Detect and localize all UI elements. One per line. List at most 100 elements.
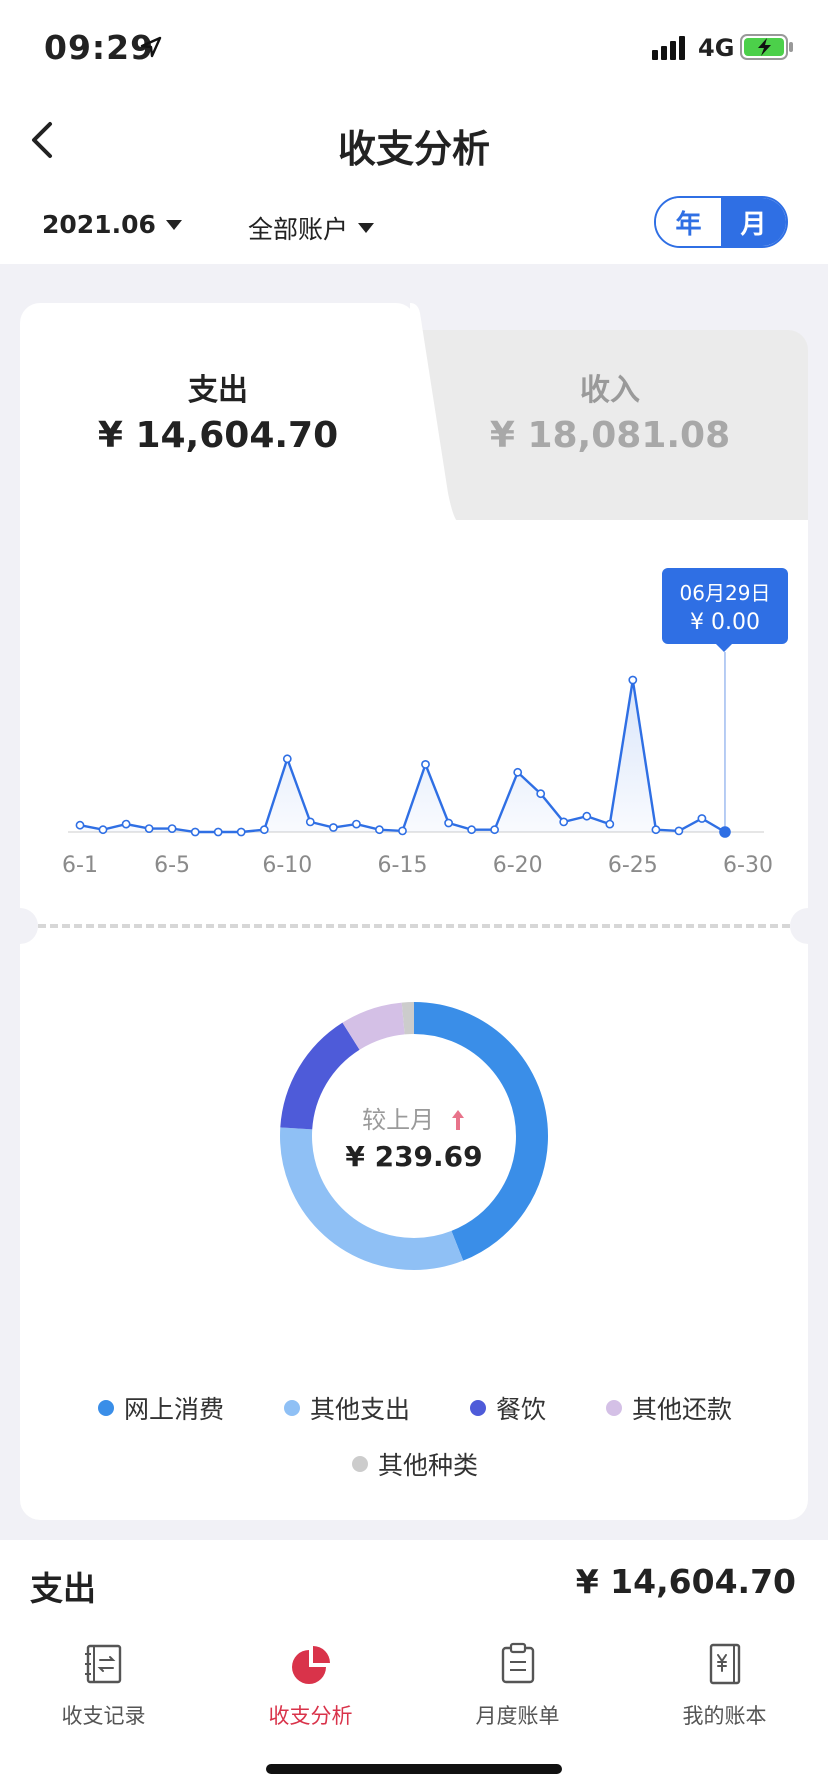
chart-tooltip: 06月29日 ¥ 0.00: [662, 568, 788, 652]
tooltip-value: ¥ 0.00: [690, 610, 760, 635]
donut-svg: [280, 1002, 548, 1270]
tooltip-date: 06月29日: [680, 581, 771, 605]
chart-point[interactable]: [75, 820, 85, 830]
chart-point[interactable]: [628, 675, 638, 685]
line-chart-svg: 6-1 6-5 6-10 6-15 6-20 6-25 6-30 06月29日 ¥ 0.00: [62, 568, 788, 878]
status-time: 09:29: [44, 28, 155, 67]
tab-slope: [410, 303, 460, 523]
account-filter-label: 全部账户: [248, 215, 349, 244]
chart-point[interactable]: [467, 825, 476, 835]
legend-item: 其他支出: [283, 1390, 410, 1426]
donut-center-amount: ¥ 239.69: [345, 1140, 483, 1173]
tab-expense-amount: ¥ 14,604.70: [97, 415, 339, 456]
back-chevron-icon[interactable]: [22, 118, 66, 162]
arrow-up-icon: [451, 1110, 464, 1130]
status-bar: 09:29 4G: [0, 0, 828, 100]
tabbar-label: 我的账本: [682, 1704, 767, 1728]
date-filter-dropdown[interactable]: 2021.06: [42, 210, 182, 239]
chart-point[interactable]: [144, 824, 154, 833]
chart-point[interactable]: [421, 759, 430, 769]
chart-point[interactable]: [259, 825, 269, 835]
tab-expense[interactable]: [20, 303, 416, 543]
period-toggle: 年 月: [654, 196, 788, 248]
chart-point[interactable]: [98, 825, 108, 835]
x-tick-label: 6-5: [154, 853, 190, 878]
x-tick-label: 6-1: [62, 853, 98, 878]
chart-point[interactable]: [719, 826, 731, 838]
chart-point[interactable]: [328, 823, 338, 832]
chart-point[interactable]: [167, 824, 177, 833]
chart-point[interactable]: [398, 826, 407, 836]
legend-label: 网上消费: [123, 1395, 224, 1424]
legend-label: 其他还款: [632, 1395, 733, 1424]
chart-point[interactable]: [121, 819, 131, 829]
toggle-month[interactable]: 月: [721, 198, 786, 246]
chart-point[interactable]: [213, 827, 223, 837]
chart-point[interactable]: [513, 767, 523, 777]
legend-dot: [97, 1400, 114, 1416]
chart-point[interactable]: [190, 827, 200, 837]
chart-point[interactable]: [582, 811, 592, 821]
legend-dot: [351, 1456, 368, 1472]
page-title: 收支分析: [337, 127, 490, 171]
x-tick-label: 6-30: [723, 853, 773, 878]
card-divider: [38, 924, 790, 928]
tab-income-base: [456, 520, 808, 524]
toggle-year[interactable]: 年: [656, 198, 721, 246]
tabbar-item-analysis[interactable]: 收支分析: [207, 1640, 414, 1750]
legend-label: 其他种类: [377, 1451, 478, 1480]
tabbar-label: 月度账单: [475, 1704, 560, 1728]
chart-point[interactable]: [651, 825, 661, 835]
tabbar-label: 收支分析: [268, 1704, 353, 1728]
header: 收支分析 2021.06 全部账户 年 月: [0, 100, 828, 264]
tooltip-box: [662, 568, 788, 644]
chart-point[interactable]: [444, 818, 453, 828]
caret-down-icon: [358, 223, 375, 233]
chart-point[interactable]: [282, 754, 292, 764]
yuan-book-icon: [709, 1643, 740, 1685]
tabbar-item-records[interactable]: 收支记录: [0, 1640, 207, 1750]
date-filter-label: 2021.06: [42, 210, 156, 239]
card-notch-right: [790, 908, 826, 944]
legend-item: 其他种类: [351, 1446, 478, 1482]
chart-point[interactable]: [374, 825, 384, 835]
donut-center-caption: 较上月: [268, 1100, 560, 1135]
donut-center-label: 较上月: [362, 1106, 435, 1134]
chart-point[interactable]: [351, 819, 361, 829]
tab-income-label[interactable]: 收入: [580, 373, 640, 408]
bottom-panel: 支出 ¥ 14,604.70 收支记录 收支分析: [0, 1540, 828, 1792]
legend-item: 餐饮: [470, 1390, 546, 1426]
chart-point[interactable]: [490, 825, 499, 835]
chart-point[interactable]: [674, 826, 684, 836]
tabbar-item-monthly[interactable]: 月度账单: [414, 1640, 621, 1750]
daily-expense-chart: 6-1 6-5 6-10 6-15 6-20 6-25 6-30 06月29日 ¥ 0.00: [20, 540, 808, 880]
tabbar-item-books[interactable]: 我的账本: [621, 1640, 828, 1750]
summary-amount: ¥ 14,604.70: [575, 1562, 796, 1601]
x-tick-label: 6-20: [493, 853, 543, 878]
chart-point[interactable]: [697, 814, 707, 823]
donut-legend: 网上消费 其他支出 餐饮 其他还款 其他种类: [60, 1390, 770, 1482]
tab-bar: 收支记录 收支分析 月度账单 我的账本: [0, 1640, 828, 1750]
chart-point[interactable]: [605, 819, 615, 829]
legend-label: 其他支出: [309, 1395, 410, 1424]
network-type: 4G: [698, 34, 735, 62]
donut-segment[interactable]: [280, 1002, 548, 1270]
ledger-icon: [84, 1644, 121, 1684]
home-indicator: [266, 1764, 562, 1774]
tabbar-label: 收支记录: [61, 1704, 146, 1728]
tab-income-amount[interactable]: ¥ 18,081.08: [489, 415, 731, 456]
summary-label: 支出: [30, 1569, 96, 1608]
x-tick-label: 6-10: [262, 853, 312, 878]
battery-charging-icon: [740, 34, 793, 60]
card-notch-left: [2, 908, 38, 944]
donut-segment[interactable]: [280, 1002, 548, 1270]
chart-point[interactable]: [536, 789, 546, 799]
pie-chart-icon: [291, 1646, 330, 1684]
chart-point[interactable]: [305, 817, 315, 827]
signal-icon: [652, 36, 685, 60]
legend-item: 网上消费: [97, 1390, 224, 1426]
chart-point[interactable]: [559, 817, 569, 827]
x-tick-label: 6-15: [378, 853, 428, 878]
chart-point[interactable]: [236, 827, 246, 837]
account-filter-dropdown[interactable]: 全部账户: [248, 210, 375, 246]
